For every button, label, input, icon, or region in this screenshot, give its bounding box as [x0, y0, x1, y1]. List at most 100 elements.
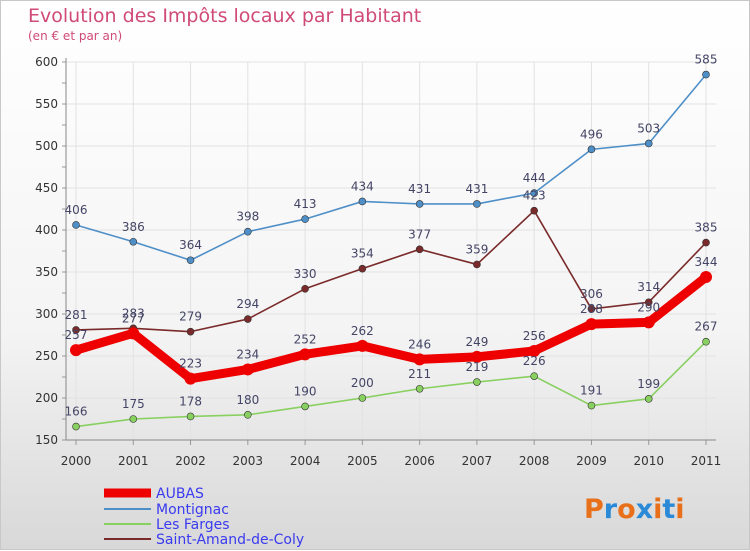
watermark-letter: i: [653, 494, 662, 525]
data-point: [473, 260, 481, 269]
series-line: [75, 209, 707, 333]
series-line: [71, 272, 711, 384]
data-label: 256: [523, 329, 546, 343]
data-label: 413: [294, 197, 317, 211]
data-label: 234: [236, 347, 259, 361]
data-label: 398: [236, 210, 259, 224]
data-label: 377: [408, 227, 431, 241]
data-label: 200: [351, 376, 374, 390]
data-label: 252: [294, 332, 317, 346]
data-point: [72, 221, 80, 229]
data-label: 330: [294, 267, 317, 281]
data-label: 314: [637, 280, 660, 294]
data-label: 306: [580, 287, 603, 301]
data-label: 431: [408, 182, 431, 196]
data-label: 294: [236, 297, 259, 311]
data-point: [129, 237, 138, 246]
data-point: [528, 344, 541, 357]
data-point: [415, 200, 424, 208]
data-label: 267: [695, 320, 718, 334]
data-label: 262: [351, 324, 374, 338]
data-label: 288: [580, 302, 603, 316]
y-tick-label: 400: [35, 223, 58, 237]
data-label: 385: [695, 221, 718, 235]
proxiti-watermark: Proxiti: [584, 494, 685, 525]
grid: [66, 61, 716, 440]
data-point: [415, 245, 424, 254]
data-point: [642, 316, 655, 329]
data-label: 223: [179, 357, 202, 371]
watermark-letter: x: [636, 494, 653, 525]
data-point: [702, 238, 710, 247]
y-tick-label: 150: [35, 433, 58, 447]
x-tick-label: 2003: [233, 454, 264, 468]
data-label: 434: [351, 179, 374, 193]
data-label: 277: [122, 311, 145, 325]
data-point: [587, 305, 596, 313]
watermark-letter: t: [662, 494, 675, 525]
data-label: 219: [465, 360, 488, 374]
y-tick-label: 550: [35, 97, 58, 111]
data-point: [72, 326, 80, 334]
data-point: [186, 412, 195, 421]
data-label: 211: [408, 367, 431, 381]
x-tick-label: 2008: [519, 454, 550, 468]
watermark-letter: i: [675, 494, 684, 525]
watermark-letter: P: [584, 494, 604, 525]
data-label: 431: [465, 182, 488, 196]
data-point: [587, 145, 596, 154]
data-label: 249: [465, 335, 488, 349]
y-tick-label: 350: [35, 265, 58, 279]
data-point: [473, 200, 481, 208]
data-label: 290: [637, 300, 660, 314]
data-label: 257: [65, 328, 88, 342]
data-point: [186, 256, 195, 265]
data-point: [644, 395, 653, 403]
data-label: 279: [179, 310, 202, 324]
data-point: [702, 70, 710, 79]
legend-label: Saint-Amand-de-Coly: [156, 532, 304, 548]
data-point: [358, 197, 367, 206]
x-tick-label: 2000: [61, 454, 92, 468]
data-point: [241, 363, 254, 376]
data-label: 423: [523, 189, 546, 203]
data-point: [244, 410, 252, 419]
data-point: [301, 284, 309, 293]
x-tick-label: 2006: [404, 454, 435, 468]
data-label: 386: [122, 220, 145, 234]
data-point: [644, 298, 653, 307]
data-label: 226: [523, 354, 546, 368]
data-label: 359: [465, 242, 488, 256]
data-label: 344: [695, 255, 718, 269]
data-point: [301, 215, 309, 223]
data-point: [415, 384, 424, 393]
data-label: 281: [65, 308, 88, 322]
x-tick-label: 2011: [691, 454, 722, 468]
data-point: [413, 353, 426, 366]
data-point: [70, 344, 82, 357]
legend-label: Montignac: [156, 502, 229, 518]
x-tick-label: 2009: [576, 454, 607, 468]
x-tick-label: 2002: [175, 454, 206, 468]
data-point: [530, 372, 538, 380]
x-tick-label: 2010: [633, 454, 664, 468]
data-label: 199: [637, 377, 660, 391]
x-tick-label: 2001: [118, 454, 149, 468]
data-point: [587, 401, 596, 410]
chart-title: Evolution des Impôts locaux par Habitant: [28, 5, 421, 27]
data-labels: 406 386 364 398 413 434 431 431 444 496 503 585 166 1…: [65, 53, 718, 419]
data-point: [129, 415, 138, 423]
data-label: 496: [580, 127, 603, 141]
data-point: [644, 139, 653, 148]
data-point: [358, 394, 367, 402]
watermark-letter: r: [604, 494, 618, 525]
y-tick-label: 450: [35, 181, 58, 195]
series-line: [75, 340, 707, 428]
data-point: [186, 327, 195, 336]
data-point: [530, 189, 538, 197]
data-point: [356, 339, 369, 352]
data-point: [473, 378, 481, 386]
data-point: [72, 422, 80, 431]
data-label: 190: [294, 384, 317, 398]
